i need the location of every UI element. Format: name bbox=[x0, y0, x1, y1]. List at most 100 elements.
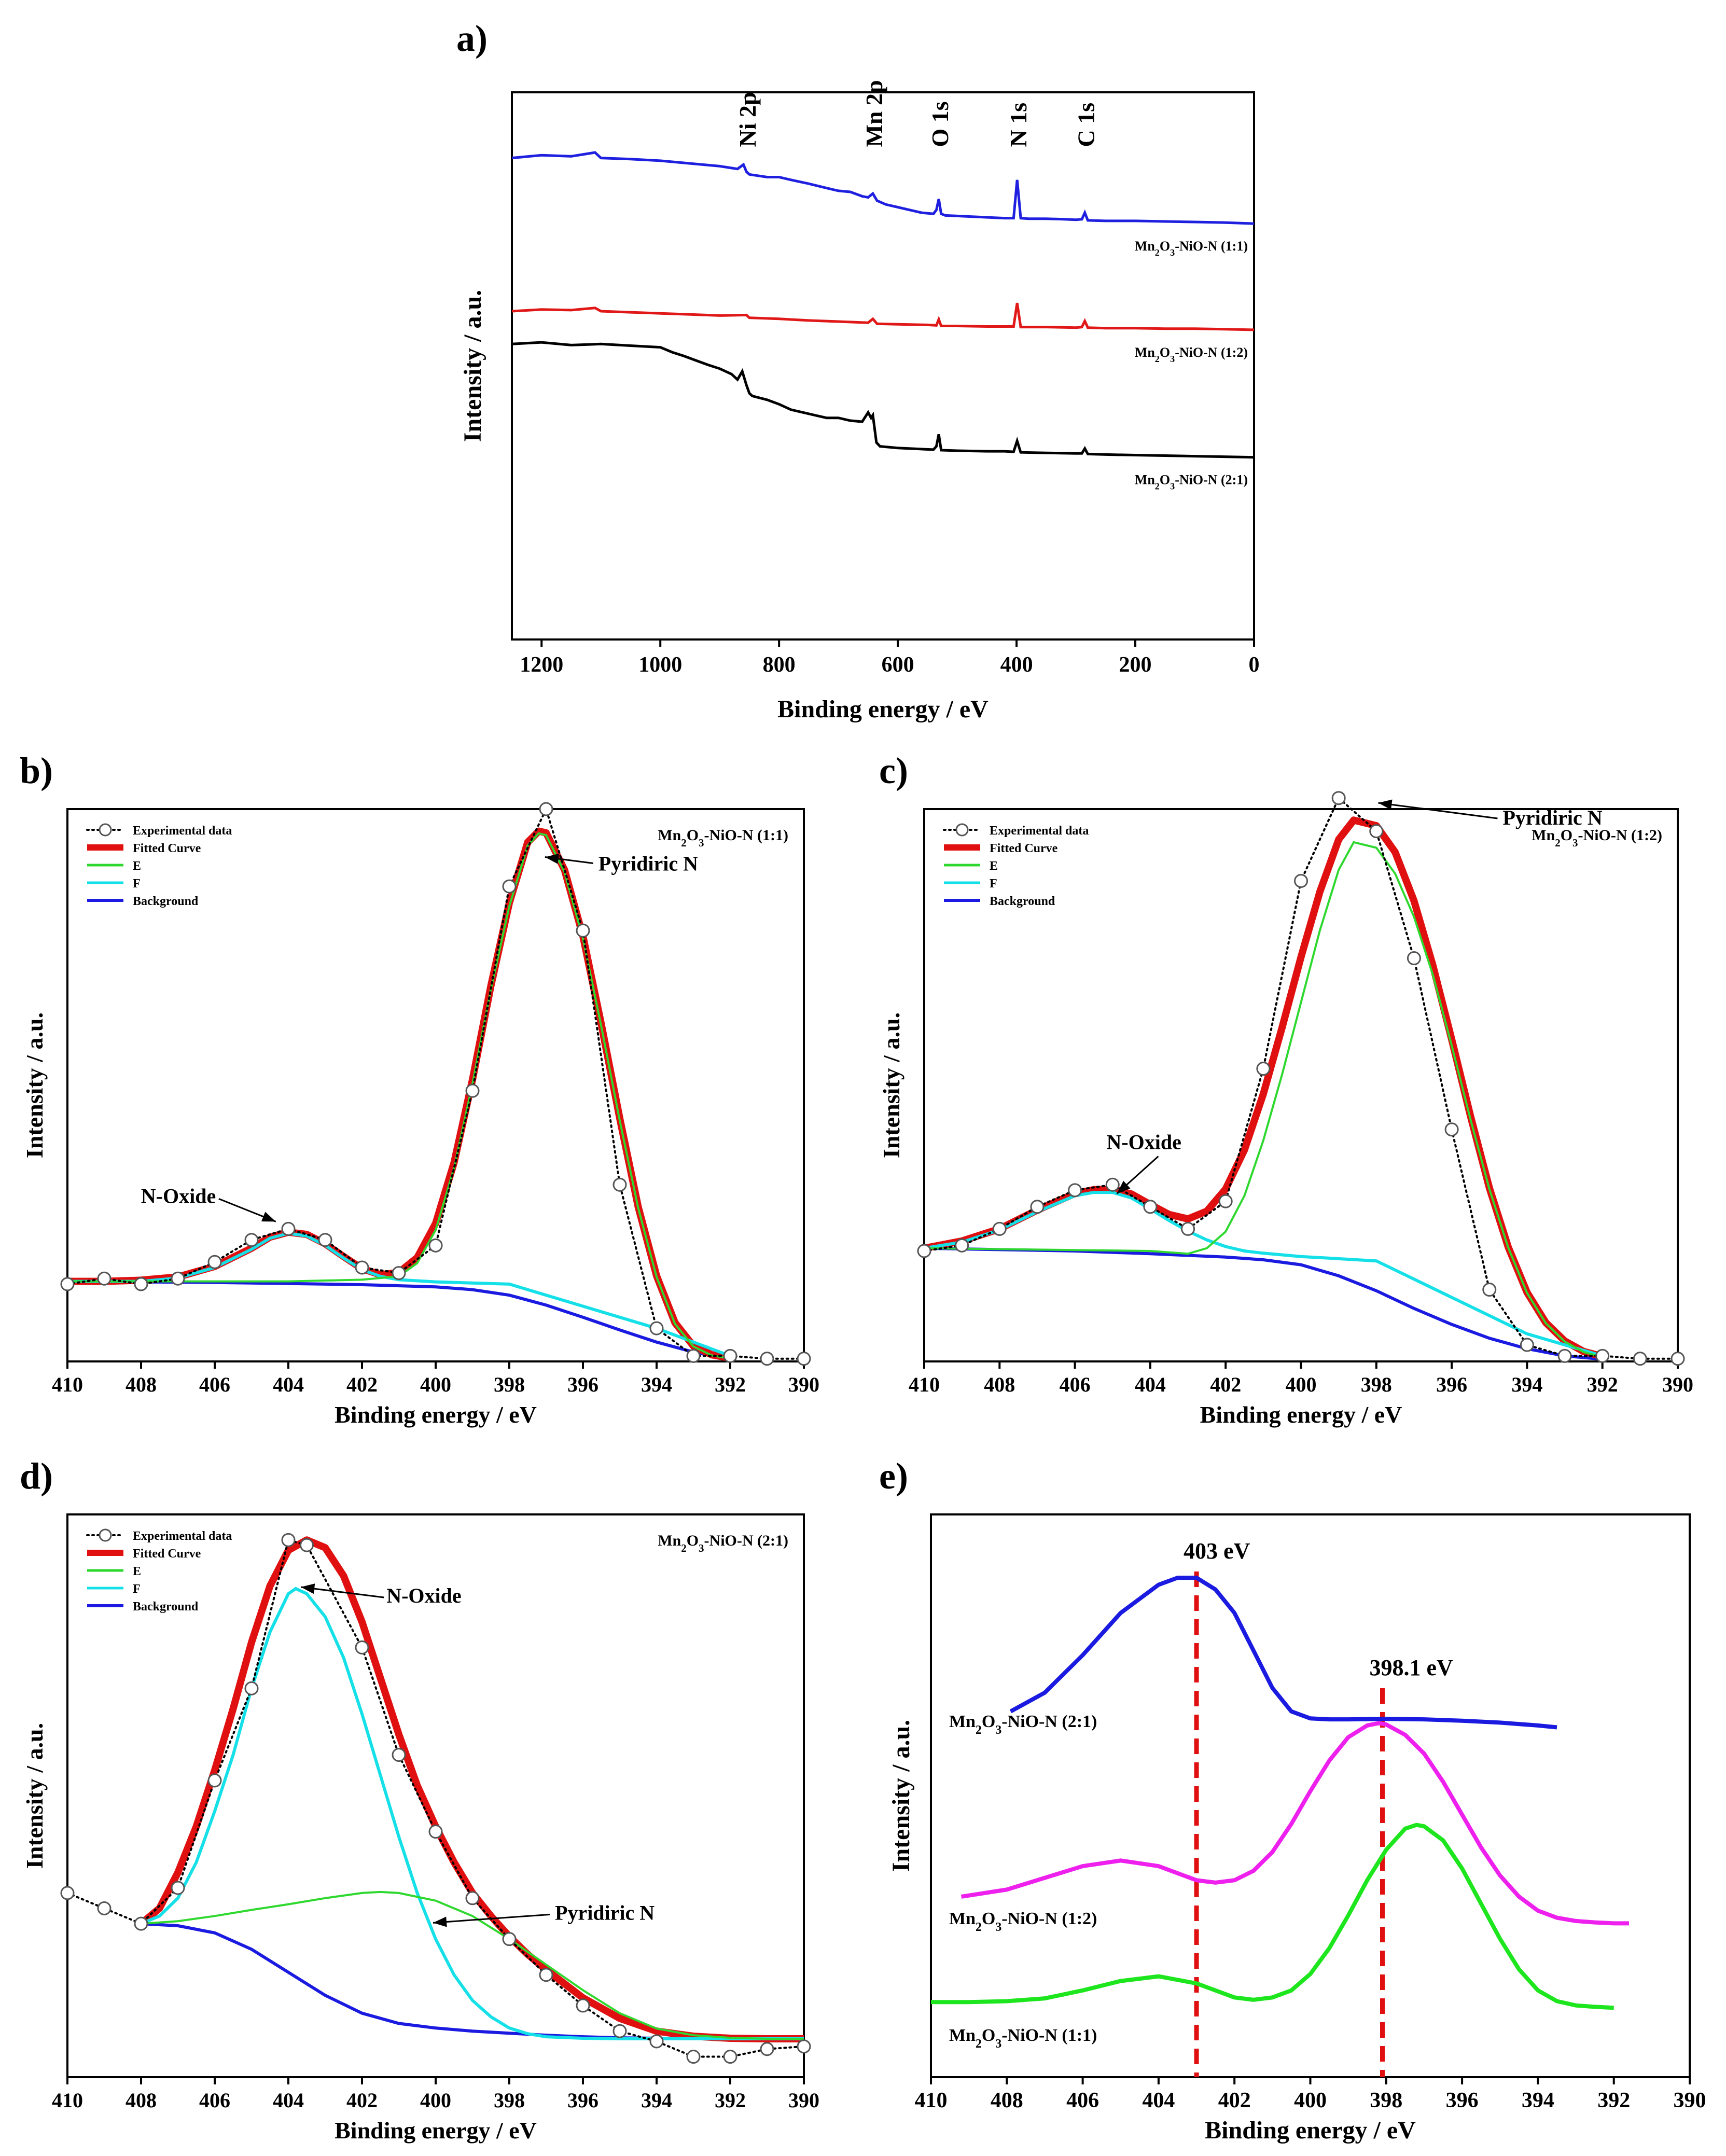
experimental-data-point bbox=[1256, 1062, 1271, 1076]
annotation-pyridinic-arrow-head bbox=[433, 1916, 447, 1927]
x-tick-label: 410 bbox=[909, 1373, 940, 1396]
legend-label: Fitted Curve bbox=[133, 842, 201, 855]
survey-series-label: Mn2O3-NiO-N (2:1) bbox=[1135, 472, 1248, 492]
x-tick-label: 800 bbox=[763, 653, 796, 677]
survey-series-label: Mn2O3-NiO-N (1:2) bbox=[1135, 345, 1248, 364]
experimental-data-point bbox=[649, 1321, 664, 1336]
experimental-data-point bbox=[1633, 1352, 1647, 1366]
annotation-n-oxide-arrow-head bbox=[1117, 1180, 1131, 1194]
x-tick-label: 402 bbox=[346, 2089, 378, 2112]
annotation-pyridinic-arrow-head bbox=[1378, 799, 1393, 810]
comparison-series-label-part: Mn bbox=[949, 2026, 976, 2045]
experimental-data-point bbox=[1557, 1348, 1572, 1363]
x-tick-label: 396 bbox=[567, 1373, 598, 1396]
experimental-data-point bbox=[1068, 1183, 1082, 1198]
experimental-data-point bbox=[1444, 1122, 1459, 1137]
legend-label: Fitted Curve bbox=[990, 842, 1058, 855]
experimental-data-point bbox=[60, 1886, 75, 1900]
plot-frame bbox=[923, 808, 1679, 1362]
x-tick-label: 406 bbox=[1066, 2089, 1099, 2112]
background-line bbox=[141, 1922, 804, 2040]
sample-title-part: 3 bbox=[1572, 837, 1578, 849]
component-e-line bbox=[141, 1890, 804, 2040]
y-axis-label: Intensity / a.u. bbox=[878, 1012, 904, 1158]
experimental-data-point bbox=[171, 1881, 185, 1895]
experimental-data-point bbox=[1218, 1194, 1233, 1208]
experimental-data-point bbox=[539, 1968, 553, 1982]
comparison-series-label-part: 2 bbox=[976, 1921, 982, 1934]
x-tick-label: 200 bbox=[1119, 653, 1152, 677]
experimental-data-point bbox=[392, 1748, 406, 1762]
comparison-series-label: Mn2O3-NiO-N (1:1) bbox=[949, 2026, 1097, 2051]
comparison-series-label-part: 3 bbox=[995, 1723, 1001, 1737]
x-tick-label: 600 bbox=[882, 653, 914, 677]
sample-title-part: -NiO-N (1:1) bbox=[704, 827, 788, 844]
x-tick-label: 392 bbox=[1587, 1373, 1618, 1396]
legend-label: Experimental data bbox=[990, 824, 1089, 838]
x-tick-label: 396 bbox=[1446, 2089, 1479, 2112]
sample-title-part: 2 bbox=[1555, 837, 1561, 849]
x-tick-label: 1000 bbox=[638, 653, 682, 677]
x-tick-label: 404 bbox=[1142, 2089, 1175, 2112]
x-tick-label: 390 bbox=[1674, 2089, 1706, 2112]
survey-series-label-part: -NiO-N (1:2) bbox=[1175, 345, 1248, 360]
x-tick-label: 408 bbox=[126, 2089, 157, 2112]
panel-a-xps-survey: 1200 1000 800 600 400 200 0 Binding energy / eV… bbox=[459, 80, 1260, 723]
experimental-data-point bbox=[955, 1238, 969, 1253]
experimental-data-point bbox=[97, 1901, 112, 1915]
experimental-data-point bbox=[1369, 824, 1384, 839]
y-axis-label: Intensity / a.u. bbox=[459, 290, 486, 442]
annotation-n-oxide: N-Oxide bbox=[141, 1184, 216, 1207]
survey-series-label-part: 3 bbox=[1170, 247, 1175, 258]
x-tick-label: 390 bbox=[788, 1373, 819, 1396]
panel-e-n1s-comparison: 410 408 406 404 402 400 398 396 394 392 390 Binding… bbox=[887, 1513, 1706, 2144]
annotation-pyridinic: Pyridiric N bbox=[1502, 806, 1602, 829]
experimental-data-point bbox=[60, 1277, 75, 1291]
x-axis-label: Binding energy / eV bbox=[1200, 1401, 1402, 1428]
x-tick-label: 404 bbox=[273, 2089, 304, 2112]
panel-letter-c: c) bbox=[879, 750, 908, 791]
experimental-data-point bbox=[992, 1221, 1007, 1236]
annotation-n-oxide-arrow-head bbox=[261, 1212, 276, 1222]
survey-series-label-part: 2 bbox=[1155, 481, 1160, 492]
experimental-data-point bbox=[723, 2050, 737, 2064]
survey-series-label-part: O bbox=[1160, 239, 1170, 254]
sample-title-part: O bbox=[1561, 827, 1572, 844]
experimental-data-point bbox=[244, 1233, 259, 1247]
sample-title-part: O bbox=[687, 827, 699, 844]
legend-label: Fitted Curve bbox=[133, 1547, 201, 1561]
x-tick-label: 408 bbox=[991, 2089, 1023, 2112]
x-tick-label: 408 bbox=[126, 1373, 157, 1396]
x-tick-label: 390 bbox=[788, 2089, 819, 2112]
comparison-series-label-part: 2 bbox=[976, 2037, 982, 2051]
panel-d-n1s-2-1: 410 408 406 404 402 400 398 396 394 392 390 Binding… bbox=[21, 1513, 819, 2144]
experimental-data-point bbox=[281, 1221, 296, 1236]
experimental-data-point bbox=[1671, 1352, 1685, 1366]
experimental-data-point bbox=[97, 1271, 112, 1286]
annotation-pyridinic: Pyridiric N bbox=[555, 1901, 655, 1924]
comparison-series-line bbox=[931, 1823, 1614, 2010]
x-tick-label: 404 bbox=[1135, 1373, 1166, 1396]
x-tick-label: 394 bbox=[641, 2089, 672, 2112]
sample-title: Mn2O3-NiO-N (1:2) bbox=[1532, 827, 1662, 849]
experimental-data-point bbox=[613, 1177, 627, 1192]
survey-series-label-part: O bbox=[1160, 472, 1170, 488]
x-tick-label: 410 bbox=[915, 2089, 948, 2112]
legend-label: Background bbox=[133, 895, 199, 908]
x-tick-label: 392 bbox=[715, 1373, 746, 1396]
experimental-data-point bbox=[502, 879, 517, 894]
x-tick-label: 402 bbox=[1210, 1373, 1241, 1396]
x-tick-label: 398 bbox=[1370, 2089, 1402, 2112]
x-tick-label: 394 bbox=[1522, 2089, 1554, 2112]
x-tick-label: 394 bbox=[1511, 1373, 1542, 1396]
plot-frame bbox=[511, 91, 1255, 641]
sample-title: Mn2O3-NiO-N (2:1) bbox=[658, 1532, 788, 1554]
component-f-line bbox=[140, 1587, 804, 2040]
annotation-pyridinic: Pyridiric N bbox=[598, 852, 698, 875]
sample-title-part: Mn bbox=[1532, 827, 1555, 844]
comparison-series-label-part: -NiO-N (2:1) bbox=[1001, 1712, 1097, 1731]
survey-series-label-part: O bbox=[1160, 345, 1170, 360]
y-axis-label: Intensity / a.u. bbox=[21, 1723, 48, 1869]
experimental-data-point bbox=[355, 1260, 369, 1275]
x-tick-label: 406 bbox=[199, 2089, 230, 2112]
